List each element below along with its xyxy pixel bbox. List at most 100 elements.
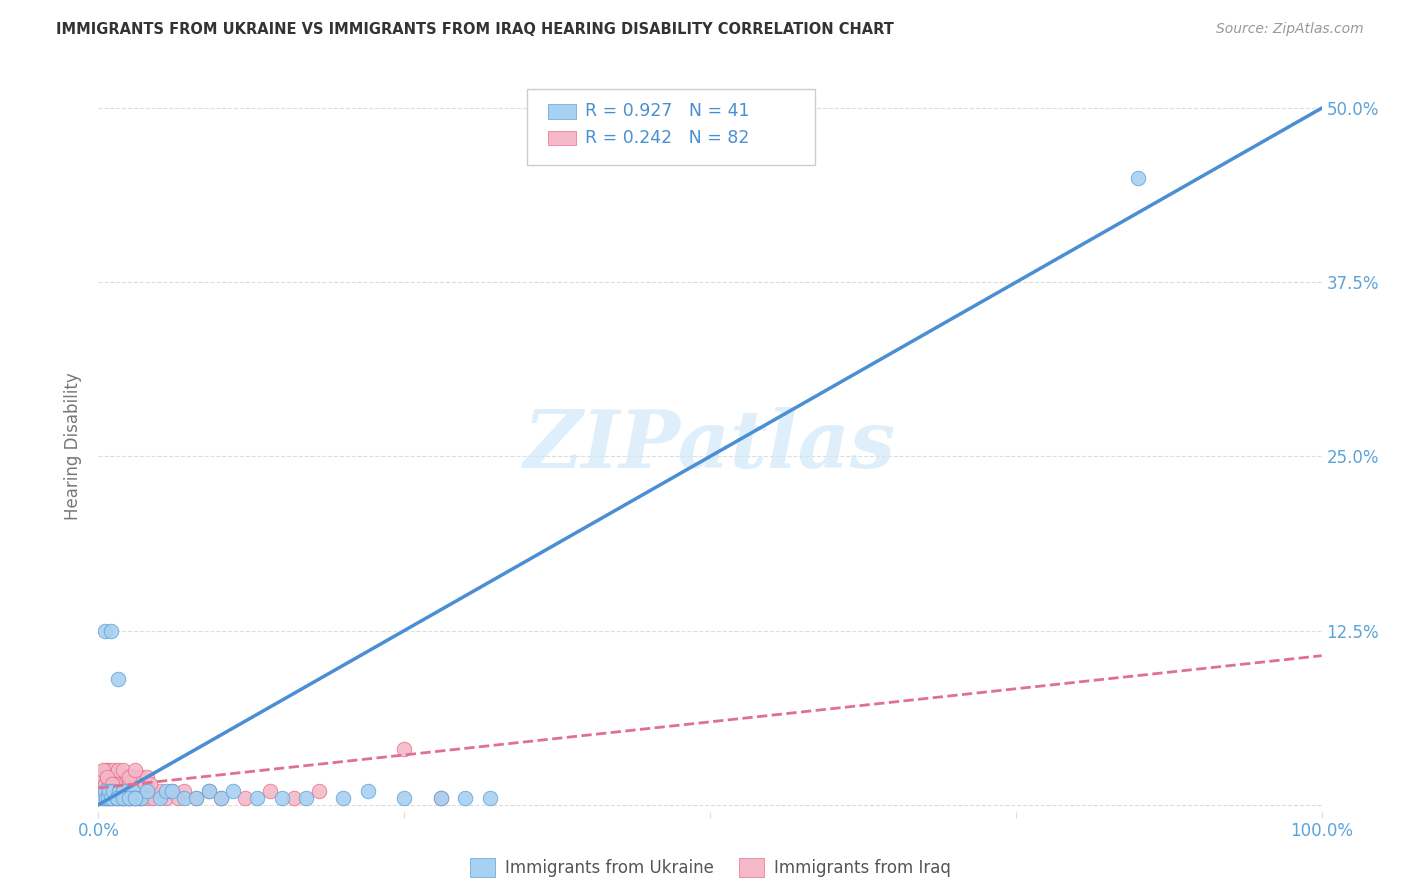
Point — [173, 784, 195, 798]
Point — [160, 784, 183, 798]
Point — [114, 784, 136, 798]
Point — [186, 790, 208, 805]
Point — [91, 784, 114, 798]
Text: ZIPatlas: ZIPatlas — [524, 408, 896, 484]
Point — [124, 790, 146, 805]
Point — [115, 790, 138, 805]
Point — [118, 790, 141, 805]
Point — [478, 790, 501, 805]
Point — [105, 790, 128, 805]
Point — [120, 784, 142, 798]
Point — [118, 777, 141, 791]
Point — [134, 777, 156, 791]
Point — [101, 777, 124, 791]
Point — [111, 770, 134, 784]
Point — [124, 763, 146, 777]
Point — [332, 790, 354, 805]
Point — [295, 790, 318, 805]
Point — [197, 784, 219, 798]
Point — [136, 770, 159, 784]
Point — [233, 790, 256, 805]
Point — [134, 784, 156, 798]
Point — [94, 790, 117, 805]
Point — [101, 777, 124, 791]
Point — [139, 784, 162, 798]
Text: R = 0.927   N = 41: R = 0.927 N = 41 — [585, 103, 749, 120]
Point — [91, 790, 114, 805]
Point — [96, 770, 118, 784]
Point — [98, 777, 121, 791]
Point — [246, 790, 269, 805]
Point — [149, 790, 172, 805]
Point — [155, 790, 177, 805]
Point — [111, 784, 134, 798]
Point — [91, 790, 114, 805]
Point — [124, 790, 146, 805]
Point — [142, 790, 165, 805]
Point — [96, 770, 118, 784]
Point — [105, 790, 128, 805]
Point — [209, 790, 232, 805]
Legend: Immigrants from Ukraine, Immigrants from Iraq: Immigrants from Ukraine, Immigrants from… — [463, 851, 957, 884]
Point — [111, 784, 134, 798]
Point — [127, 790, 149, 805]
Point — [125, 784, 148, 798]
Point — [149, 784, 172, 798]
Point — [155, 784, 177, 798]
Point — [356, 784, 378, 798]
Point — [131, 790, 153, 805]
Point — [125, 770, 148, 784]
Point — [101, 784, 124, 798]
Y-axis label: Hearing Disability: Hearing Disability — [65, 372, 83, 520]
Point — [1128, 170, 1150, 185]
Point — [173, 790, 195, 805]
Point — [167, 790, 190, 805]
Point — [93, 777, 115, 791]
Point — [100, 784, 122, 798]
Point — [105, 790, 128, 805]
Point — [121, 784, 143, 798]
Point — [120, 770, 142, 784]
Point — [98, 784, 121, 798]
Point — [209, 790, 232, 805]
Point — [112, 790, 135, 805]
Point — [108, 790, 131, 805]
Point — [283, 790, 305, 805]
Point — [160, 784, 183, 798]
Point — [97, 790, 120, 805]
Point — [259, 784, 281, 798]
Point — [118, 790, 141, 805]
Point — [96, 790, 118, 805]
Point — [94, 777, 117, 791]
Point — [103, 777, 125, 791]
Point — [270, 790, 294, 805]
Point — [100, 624, 122, 638]
Point — [105, 770, 128, 784]
Text: R = 0.242   N = 82: R = 0.242 N = 82 — [585, 129, 749, 147]
Point — [93, 624, 115, 638]
Point — [111, 790, 134, 805]
Point — [98, 790, 121, 805]
Point — [120, 790, 142, 805]
Point — [128, 784, 150, 798]
Point — [136, 784, 159, 798]
Point — [430, 790, 453, 805]
Point — [111, 790, 134, 805]
Text: IMMIGRANTS FROM UKRAINE VS IMMIGRANTS FROM IRAQ HEARING DISABILITY CORRELATION C: IMMIGRANTS FROM UKRAINE VS IMMIGRANTS FR… — [56, 22, 894, 37]
Point — [111, 790, 134, 805]
Point — [93, 784, 115, 798]
Point — [91, 763, 114, 777]
Point — [430, 790, 453, 805]
Point — [128, 777, 150, 791]
Point — [118, 770, 141, 784]
Point — [186, 790, 208, 805]
Point — [93, 790, 115, 805]
Point — [108, 777, 131, 791]
Point — [121, 784, 143, 798]
Point — [91, 770, 114, 784]
Point — [107, 673, 129, 687]
Point — [139, 777, 162, 791]
Point — [108, 784, 131, 798]
Point — [129, 790, 152, 805]
Point — [308, 784, 330, 798]
